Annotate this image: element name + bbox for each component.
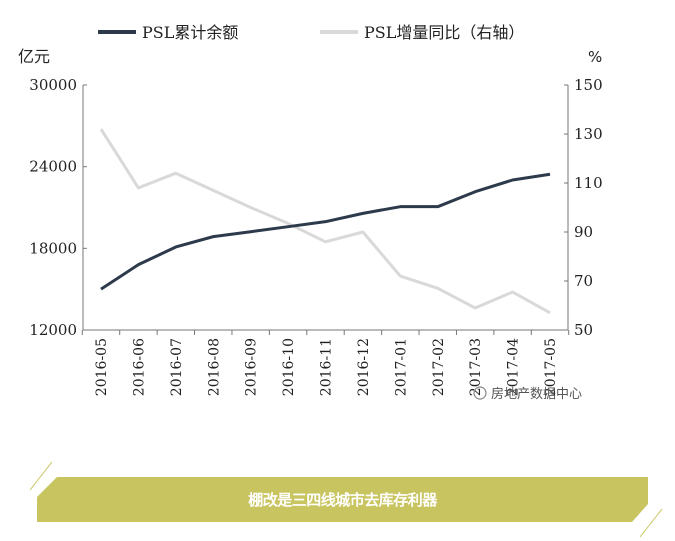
x-tick-label: 2016-11 <box>319 338 335 396</box>
legend-label: PSL增量同比（右轴） <box>364 23 524 42</box>
legend-label: PSL累计余额 <box>142 23 238 42</box>
right-axis-label: % <box>588 48 602 66</box>
watermark-text: 房地产数据中心 <box>491 386 582 402</box>
x-tick-label: 2016-10 <box>281 338 297 396</box>
right-tick-label: 90 <box>574 223 593 241</box>
legend: PSL累计余额 PSL增量同比（右轴） <box>98 23 524 42</box>
x-tick-label: 2017-05 <box>543 338 559 396</box>
x-tick-label: 2017-01 <box>393 338 409 396</box>
chart: PSL累计余额 PSL增量同比（右轴） 亿元 % 12000 18000 24000 3… <box>18 23 603 402</box>
x-tick-label: 2016-12 <box>356 338 372 396</box>
series-line-psl-yoy <box>99 128 551 315</box>
left-tick-label: 30000 <box>29 76 77 94</box>
right-tick-label: 130 <box>574 125 603 143</box>
axes: 12000 18000 24000 30000 50 70 90 110 130 150 2016-… <box>29 76 602 396</box>
x-tick-label: 2017-03 <box>468 338 484 396</box>
x-tick-label: 2016-07 <box>169 338 185 396</box>
watermark: 房地产数据中心 <box>473 386 582 402</box>
x-tick-label: 2016-08 <box>206 338 222 396</box>
left-tick-label: 18000 <box>29 239 77 257</box>
series-lines <box>99 128 551 315</box>
x-tick-label: 2017-02 <box>431 338 447 396</box>
x-tick-label: 2016-09 <box>244 338 260 396</box>
x-tick-label: 2016-06 <box>131 338 147 396</box>
left-tick-label: 24000 <box>29 158 77 176</box>
series-line-psl-balance <box>100 172 551 291</box>
right-tick-label: 110 <box>574 174 603 192</box>
left-tick-label: 12000 <box>29 321 77 339</box>
x-tick-label: 2016-05 <box>94 338 110 396</box>
right-tick-label: 70 <box>574 272 593 290</box>
x-tick-label: 2017-04 <box>506 338 522 396</box>
caption-banner: 棚改是三四线城市去库存利器 <box>37 477 648 522</box>
left-axis-label: 亿元 <box>18 47 50 66</box>
banner-text: 棚改是三四线城市去库存利器 <box>248 491 437 509</box>
right-tick-label: 50 <box>574 321 593 339</box>
right-tick-label: 150 <box>574 76 603 94</box>
